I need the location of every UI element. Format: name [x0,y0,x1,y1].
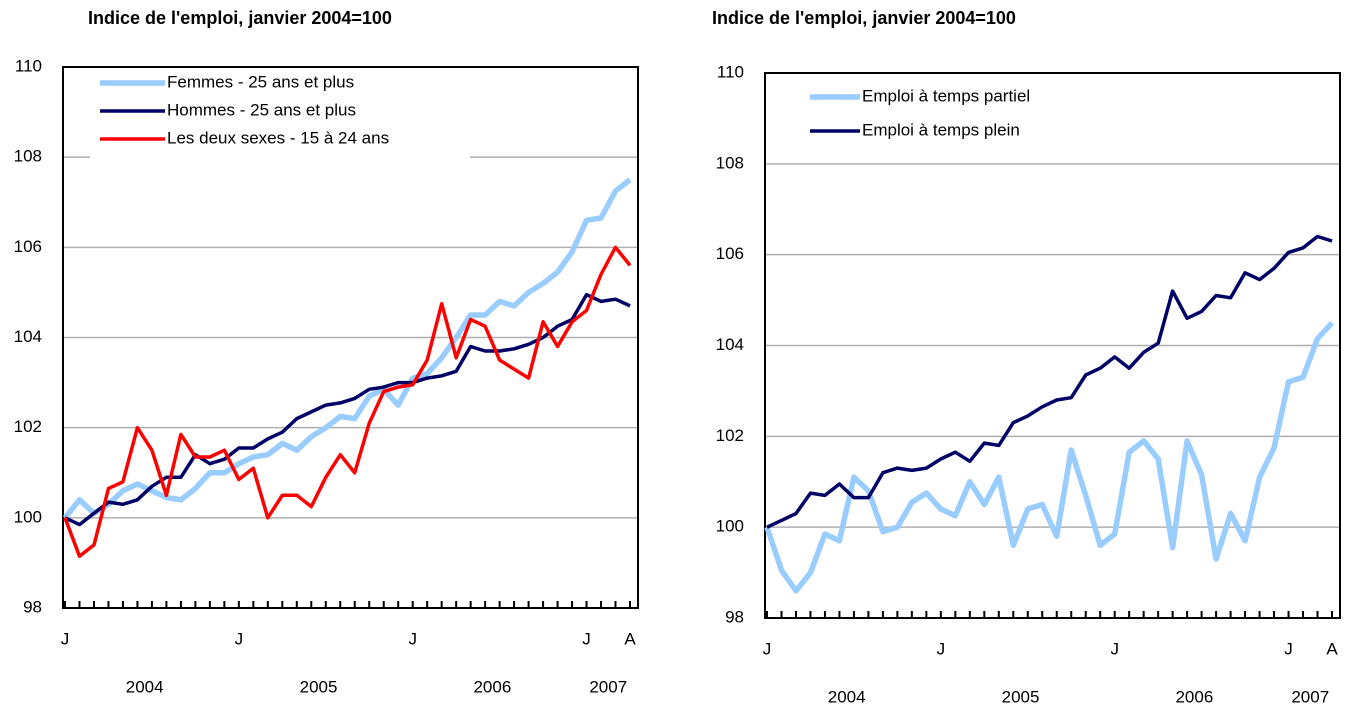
year-label: 2005 [300,677,338,696]
year-label: 2007 [589,677,627,696]
plot-frame [764,72,1341,619]
series-line [63,245,632,558]
plot-frame [62,66,639,609]
year-label: 2004 [828,687,866,704]
y-tick-label: 106 [716,244,744,263]
year-label: 2006 [1175,687,1213,704]
x-tick-label: J [1110,639,1119,658]
series-line [766,234,1333,529]
legend-label: Emploi à temps partiel [862,86,1030,105]
chart-title: Indice de l'emploi, janvier 2004=100 [88,8,392,28]
legend-label: Emploi à temps plein [862,120,1020,139]
year-label: 2005 [1002,687,1040,704]
y-tick-label: 106 [14,237,42,256]
y-tick-label: 110 [717,62,744,81]
y-tick-label: 102 [716,426,744,445]
chart-title: Indice de l'emploi, janvier 2004=100 [712,8,1016,28]
y-tick-label: 100 [716,517,744,536]
series-line [62,177,632,520]
y-tick-label: 98 [725,607,744,626]
series-line [764,320,1335,594]
y-tick-label: 98 [23,597,42,616]
x-tick-label: J [235,629,244,648]
y-tick-label: 108 [14,147,42,166]
legend-label: Les deux sexes - 15 à 24 ans [167,128,389,147]
x-tick-label: J [1284,639,1293,658]
x-tick-label: J [763,639,772,658]
x-tick-label: J [937,639,946,658]
y-tick-label: 108 [716,153,744,172]
y-tick-label: 104 [14,327,42,346]
series-line [64,292,631,527]
x-tick-label: J [582,629,591,648]
year-label: 2004 [126,677,164,696]
y-tick-label: 110 [15,56,42,75]
legend-label: Femmes - 25 ans et plus [167,72,354,91]
legend-label: Hommes - 25 ans et plus [167,100,356,119]
legend-box [90,72,470,158]
year-label: 2007 [1291,687,1329,704]
y-tick-label: 100 [14,507,42,526]
x-tick-label: J [61,629,70,648]
x-tick-label: A [1326,639,1338,658]
y-tick-label: 102 [14,417,42,436]
year-label: 2006 [473,677,511,696]
x-tick-label: A [624,629,636,648]
x-tick-label: J [408,629,417,648]
y-tick-label: 104 [716,335,744,354]
